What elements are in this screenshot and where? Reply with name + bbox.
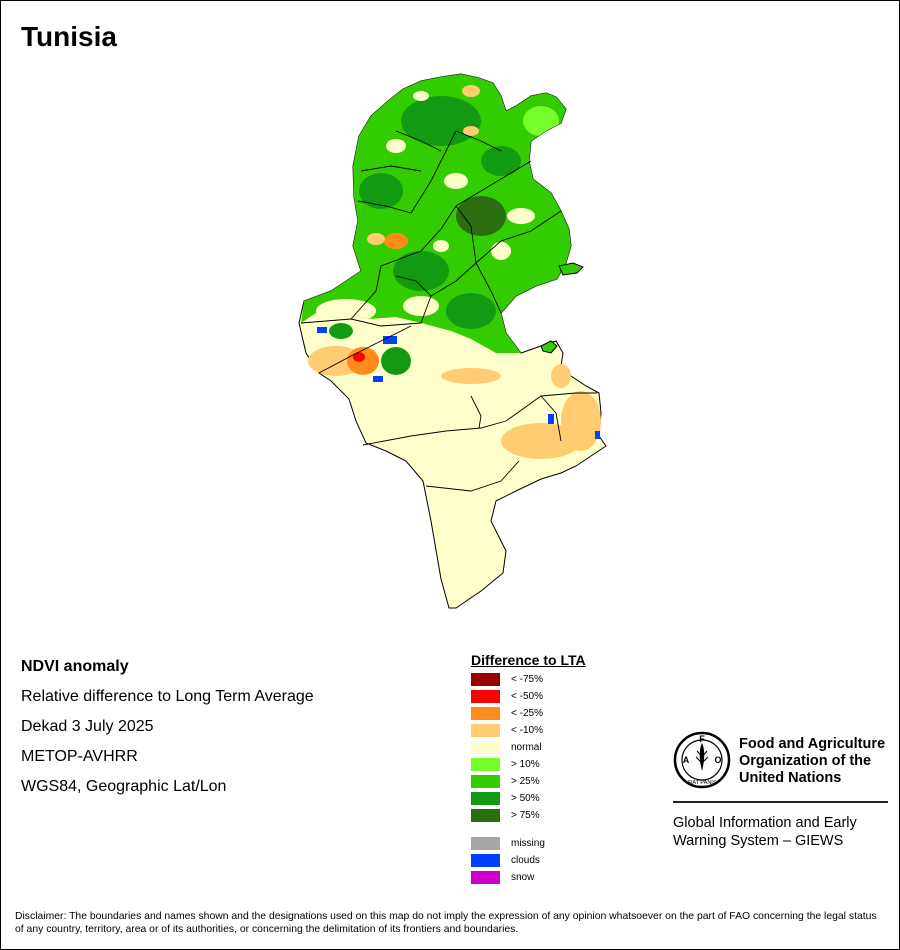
legend-item: > 75%: [471, 809, 540, 822]
legend-item: normal: [471, 741, 542, 754]
logo-letter: O: [714, 755, 721, 765]
legend-label: > 25%: [511, 776, 540, 787]
legend-swatch: [471, 673, 500, 686]
legend-item: snow: [471, 871, 534, 884]
wet-patch: [329, 323, 353, 339]
legend-label: > 10%: [511, 759, 540, 770]
fao-logo-icon: F A O FIAT PANIS: [673, 731, 731, 789]
legend-swatch: [471, 837, 500, 850]
legend-title: Difference to LTA: [471, 652, 586, 668]
organization-name: Food and Agriculture Organization of the…: [739, 736, 886, 786]
small-island: [540, 340, 558, 354]
legend-label: > 75%: [511, 810, 540, 821]
legend-label: < -50%: [511, 691, 543, 702]
legend-swatch: [471, 871, 500, 884]
dry-patch: [551, 364, 571, 388]
legend-swatch: [471, 758, 500, 771]
product-projection: WGS84, Geographic Lat/Lon: [21, 778, 227, 795]
legend-label: snow: [511, 872, 535, 883]
legend-label: < -25%: [511, 708, 543, 719]
logo-motto: FIAT PANIS: [687, 780, 716, 786]
cloud-patch: [383, 336, 397, 344]
product-period: Dekad 3 July 2025: [21, 718, 154, 735]
logo-letter: A: [683, 755, 690, 765]
legend-item: > 25%: [471, 775, 540, 788]
legend-item: < -50%: [471, 690, 543, 703]
legend-item: < -10%: [471, 724, 543, 737]
legend-swatch: [471, 854, 500, 867]
legend-label: < -10%: [511, 725, 543, 736]
dry-patch: [347, 347, 379, 375]
legend-item: clouds: [471, 854, 540, 867]
dry-patch: [501, 423, 581, 459]
admin-boundaries: [300, 130, 597, 492]
ndvi-map: [298, 73, 607, 609]
kerkennah-islands: [558, 262, 584, 276]
legend-swatch: [471, 690, 500, 703]
legend-label: normal: [511, 742, 542, 753]
legend-label: > 50%: [511, 793, 540, 804]
cloud-patch: [595, 431, 600, 439]
dry-patch: [353, 352, 365, 362]
legend-swatch: [471, 741, 500, 754]
legend-label: missing: [511, 838, 545, 849]
legend-label: < -75%: [511, 674, 543, 685]
product-heading: NDVI anomaly: [21, 658, 129, 675]
cloud-patch: [548, 414, 554, 424]
cloud-patch: [373, 376, 383, 382]
legend-item: > 10%: [471, 758, 540, 771]
legend-item: > 50%: [471, 792, 540, 805]
legend-item: < -25%: [471, 707, 543, 720]
wet-patch: [381, 347, 411, 375]
disclaimer: Disclaimer: The boundaries and names sho…: [15, 911, 877, 935]
legend-item: < -75%: [471, 673, 543, 686]
legend-label: clouds: [511, 855, 540, 866]
product-sensor: METOP-AVHRR: [21, 748, 138, 765]
legend-swatch: [471, 809, 500, 822]
dry-patch: [561, 391, 601, 451]
legend-swatch: [471, 775, 500, 788]
product-description: Relative difference to Long Term Average: [21, 688, 314, 705]
dry-patch: [441, 368, 501, 384]
logo-letter: F: [699, 734, 705, 744]
legend-item: missing: [471, 837, 545, 850]
legend-swatch: [471, 707, 500, 720]
cloud-patch: [317, 327, 327, 333]
program-name: Global Information and Early Warning Sys…: [673, 815, 857, 849]
map-title: Tunisia: [21, 21, 117, 52]
legend-swatch: [471, 724, 500, 737]
divider: [673, 801, 888, 803]
legend-swatch: [471, 792, 500, 805]
